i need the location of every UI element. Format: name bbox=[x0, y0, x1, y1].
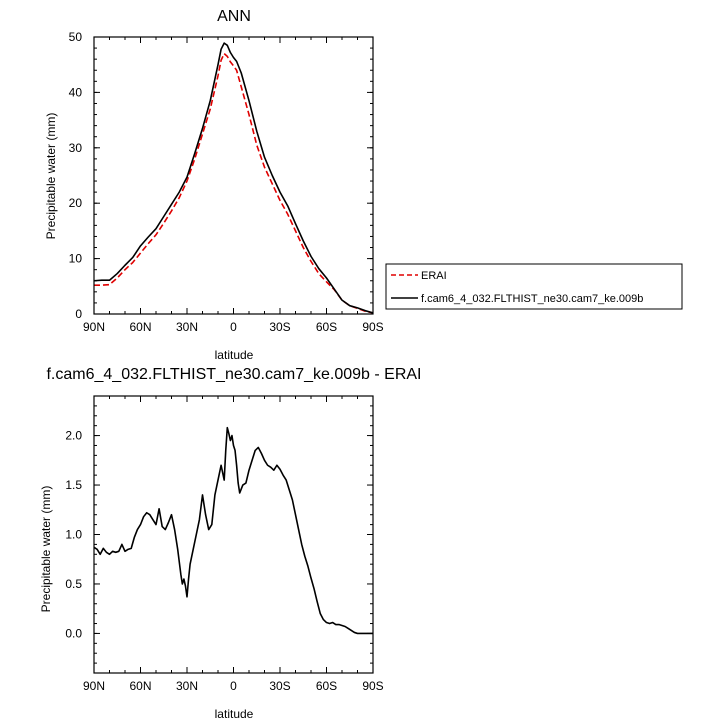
legend-label-erai: ERAI bbox=[421, 270, 447, 282]
bottom-x-tick-label: 60N bbox=[129, 679, 151, 693]
top-y-tick-label: 0 bbox=[75, 307, 82, 321]
bottom-x-tick-label: 90N bbox=[83, 679, 105, 693]
bottom-series-line-difference bbox=[93, 426, 373, 635]
bottom-x-tick-label: 60S bbox=[316, 679, 337, 693]
bottom-y-tick-label: 1.0 bbox=[65, 528, 82, 542]
top-x-axis-label: latitude bbox=[215, 348, 254, 362]
top-x-tick-label: 90S bbox=[362, 320, 383, 334]
bottom-panel: f.cam6_4_032.FLTHIST_ne30.cam7_ke.009b -… bbox=[39, 366, 422, 721]
bottom-axis-ticks: 90N 60N 30N 0 30S 60S 90S 0.0 0.5 1.0 1.5 2.0 bbox=[65, 395, 384, 693]
bottom-x-axis-label: latitude bbox=[215, 707, 254, 721]
bottom-series-group bbox=[93, 426, 373, 635]
top-x-tick-label: 30N bbox=[176, 320, 198, 334]
top-y-axis-label: Precipitable water (mm) bbox=[44, 113, 58, 240]
top-x-tick-label: 60S bbox=[316, 320, 337, 334]
top-y-tick-label: 40 bbox=[69, 85, 83, 99]
legend-box bbox=[385, 263, 683, 310]
bottom-x-tick-label: 30N bbox=[176, 679, 198, 693]
top-x-tick-label: 90N bbox=[83, 320, 105, 334]
top-series-line-erai bbox=[94, 52, 374, 314]
top-series-group bbox=[93, 42, 374, 314]
bottom-x-tick-label: 0 bbox=[230, 679, 237, 693]
bottom-chart-title: f.cam6_4_032.FLTHIST_ne30.cam7_ke.009b -… bbox=[46, 366, 421, 383]
top-axis-ticks: 90N 60N 30N 0 30S 60S 90S 0 10 20 30 40 50 bbox=[69, 30, 384, 334]
bottom-y-axis-label: Precipitable water (mm) bbox=[39, 486, 53, 613]
top-plot-frame bbox=[93, 36, 374, 315]
bottom-y-tick-label: 2.0 bbox=[65, 429, 82, 443]
bottom-y-tick-label: 0.0 bbox=[65, 626, 82, 640]
top-y-tick-label: 20 bbox=[69, 196, 83, 210]
top-x-tick-label: 60N bbox=[129, 320, 151, 334]
top-panel: ANN Precipitable water (mm) latitude 90N… bbox=[44, 8, 384, 362]
top-series-line-model bbox=[93, 42, 374, 314]
bottom-x-tick-label: 30S bbox=[269, 679, 290, 693]
top-y-tick-label: 50 bbox=[69, 30, 83, 44]
top-x-tick-label: 30S bbox=[269, 320, 290, 334]
top-y-tick-label: 30 bbox=[69, 141, 83, 155]
legend: ERAI f.cam6_4_032.FLTHIST_ne30.cam7_ke.0… bbox=[385, 263, 683, 310]
top-y-tick-label: 10 bbox=[69, 252, 83, 266]
legend-label-model: f.cam6_4_032.FLTHIST_ne30.cam7_ke.009b bbox=[421, 293, 643, 305]
top-x-tick-label: 0 bbox=[230, 320, 237, 334]
bottom-x-tick-label: 90S bbox=[362, 679, 383, 693]
bottom-y-tick-label: 1.5 bbox=[65, 478, 82, 492]
top-chart-title: ANN bbox=[217, 8, 251, 25]
bottom-y-tick-label: 0.5 bbox=[65, 577, 82, 591]
bottom-plot-frame bbox=[93, 395, 374, 674]
